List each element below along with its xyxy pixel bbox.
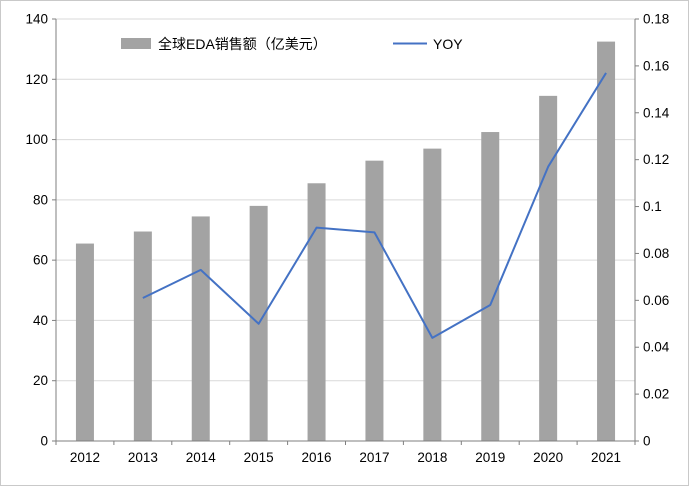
right-axis-label: 0.14 bbox=[643, 105, 670, 120]
right-axis-label: 0 bbox=[643, 434, 651, 449]
left-axis-label: 120 bbox=[25, 72, 48, 87]
bar-2016 bbox=[307, 183, 326, 441]
right-axis-label: 0.02 bbox=[643, 387, 669, 402]
left-axis-label: 140 bbox=[25, 12, 48, 27]
bar-2014 bbox=[191, 216, 210, 441]
left-axis-label: 20 bbox=[33, 373, 48, 388]
bar-2012 bbox=[75, 243, 94, 441]
left-axis-label: 0 bbox=[40, 434, 48, 449]
legend-bar-label: 全球EDA销售额（亿美元） bbox=[158, 36, 327, 52]
right-axis-label: 0.12 bbox=[643, 152, 669, 167]
x-axis-label: 2020 bbox=[533, 450, 563, 465]
right-axis-label: 0.04 bbox=[643, 340, 670, 355]
bar-2013 bbox=[133, 231, 152, 441]
right-axis-label: 0.18 bbox=[643, 12, 669, 27]
bar-2018 bbox=[423, 148, 442, 441]
right-axis-label: 0.08 bbox=[643, 246, 669, 261]
right-axis-label: 0.1 bbox=[643, 199, 662, 214]
bar-2020 bbox=[539, 95, 558, 441]
legend-line-label: YOY bbox=[433, 36, 463, 52]
left-axis-label: 40 bbox=[33, 313, 48, 328]
left-axis-label: 80 bbox=[33, 192, 48, 207]
bar-2021 bbox=[597, 41, 616, 441]
x-axis-label: 2018 bbox=[417, 450, 447, 465]
x-axis-label: 2016 bbox=[302, 450, 332, 465]
x-axis-label: 2015 bbox=[244, 450, 274, 465]
x-axis-label: 2012 bbox=[70, 450, 100, 465]
right-axis-label: 0.16 bbox=[643, 58, 669, 73]
yoy-line bbox=[142, 72, 607, 339]
bar-2019 bbox=[481, 132, 500, 442]
left-axis-label: 100 bbox=[25, 132, 48, 147]
left-axis-label: 60 bbox=[33, 253, 48, 268]
bar-2017 bbox=[365, 160, 384, 441]
x-axis-label: 2014 bbox=[186, 450, 217, 465]
x-axis-label: 2017 bbox=[359, 450, 389, 465]
x-axis-label: 2013 bbox=[128, 450, 158, 465]
x-axis-label: 2021 bbox=[591, 450, 621, 465]
right-axis-label: 0.06 bbox=[643, 293, 669, 308]
legend-bar-swatch bbox=[121, 38, 151, 49]
x-axis-label: 2019 bbox=[475, 450, 505, 465]
